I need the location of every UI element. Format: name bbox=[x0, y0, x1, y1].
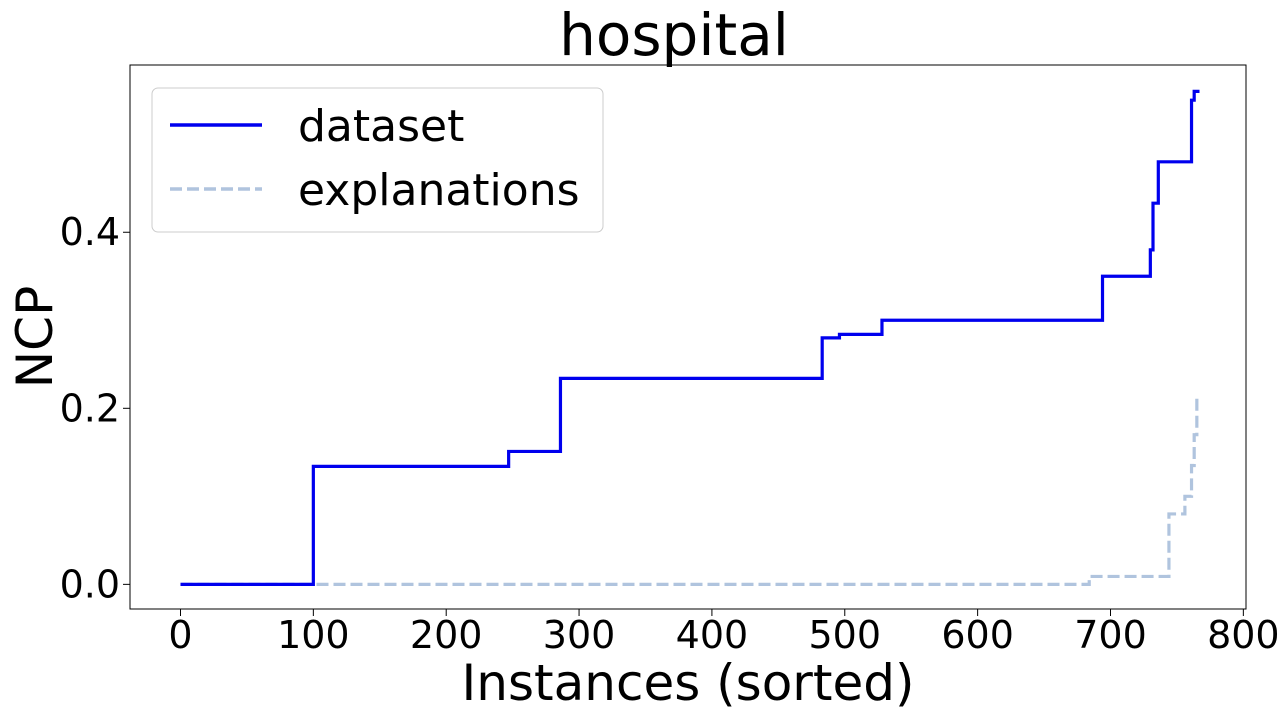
y-tick-label: 0.2 bbox=[60, 386, 120, 430]
y-tick-label: 0.4 bbox=[60, 210, 120, 254]
x-tick-label: 600 bbox=[941, 613, 1014, 657]
legend-label-dataset: dataset bbox=[298, 101, 464, 152]
x-tick-label: 400 bbox=[676, 613, 749, 657]
legend-label-explanations: explanations bbox=[298, 165, 580, 216]
legend: dataset explanations bbox=[151, 87, 604, 233]
plot-area bbox=[129, 64, 1247, 610]
plot-frame bbox=[129, 64, 1247, 610]
x-tick-label: 300 bbox=[543, 613, 616, 657]
y-axis-title: NCP bbox=[6, 286, 64, 388]
chart-title: hospital bbox=[559, 1, 789, 69]
x-tick-label: 200 bbox=[410, 613, 483, 657]
legend-box bbox=[151, 87, 604, 233]
series-line-explanations bbox=[180, 395, 1199, 586]
x-tick-label: 800 bbox=[1207, 613, 1280, 657]
series-layer bbox=[180, 89, 1200, 586]
x-tick-label: 700 bbox=[1074, 613, 1147, 657]
x-axis: 0 100 200 300 400 500 600 700 800 bbox=[168, 609, 1280, 657]
x-tick-label: 100 bbox=[277, 613, 350, 657]
series-line-dataset bbox=[180, 89, 1200, 586]
x-tick-label: 500 bbox=[809, 613, 882, 657]
y-axis: 0.0 0.2 0.4 bbox=[60, 210, 130, 606]
x-tick-label: 0 bbox=[168, 613, 192, 657]
x-axis-title: Instances (sorted) bbox=[462, 654, 915, 712]
y-tick-label: 0.0 bbox=[60, 562, 120, 606]
